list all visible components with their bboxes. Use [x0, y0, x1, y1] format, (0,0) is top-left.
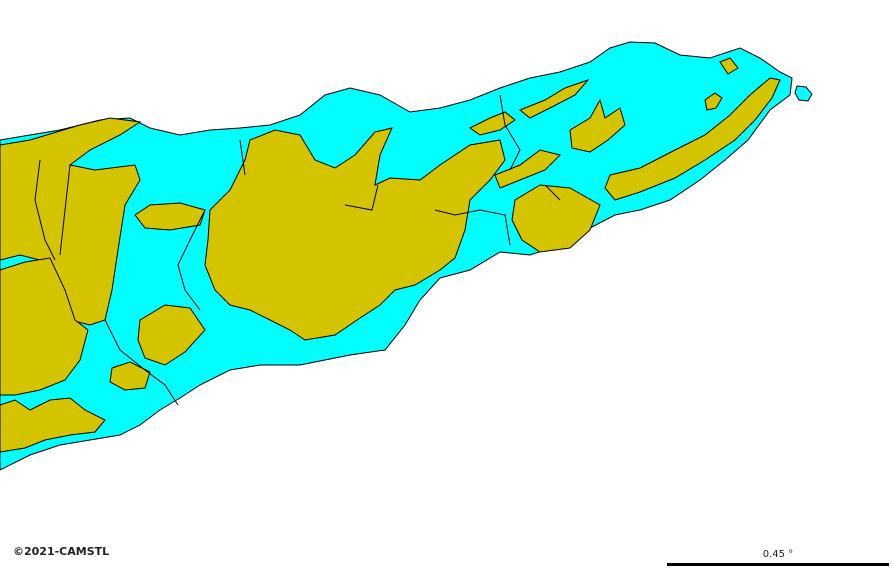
scale-bar: 0.45 ° [667, 548, 889, 568]
zone-south-islet[interactable] [109, 361, 151, 391]
zone-central-main[interactable] [204, 127, 506, 341]
zone-northeast-strip[interactable] [604, 77, 781, 201]
zone-sw-fragments[interactable] [0, 397, 106, 453]
copyright-attribution: ©2021-CAMSTL [10, 545, 113, 559]
east-islet[interactable] [794, 85, 813, 102]
scale-label: 0.45 ° [762, 549, 794, 560]
zone-east-spot[interactable] [704, 92, 723, 111]
zone-lens[interactable] [134, 202, 206, 231]
scale-line [667, 563, 889, 566]
zone-west-lower[interactable] [0, 257, 89, 396]
zone-central-east[interactable] [511, 184, 601, 253]
zone-east-fleck[interactable] [719, 57, 739, 75]
zone-south-patch[interactable] [137, 304, 206, 366]
zone-north-ribbon[interactable] [519, 78, 590, 119]
zone-mid-belt[interactable] [494, 149, 561, 189]
zone-north-inlet[interactable] [569, 98, 626, 153]
boundary-lines [34, 94, 561, 406]
